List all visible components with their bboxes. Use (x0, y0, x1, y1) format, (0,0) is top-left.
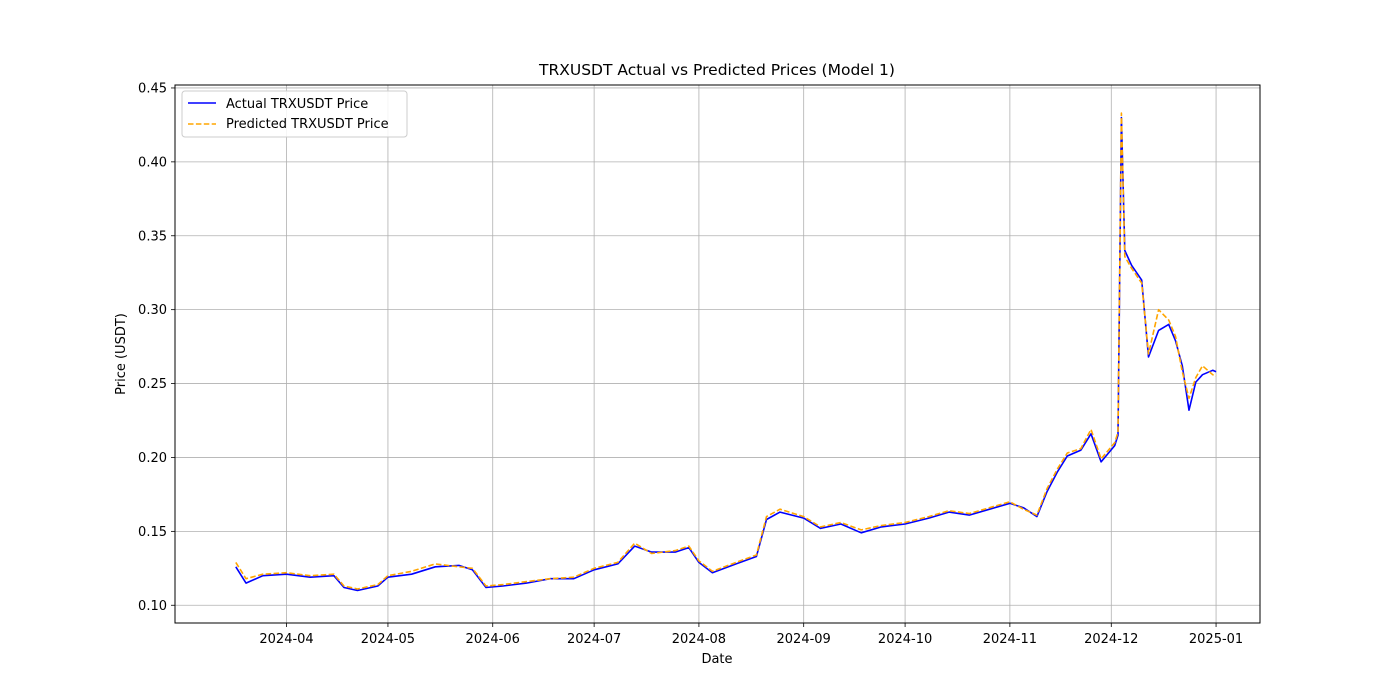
x-tick-label: 2024-05 (361, 632, 415, 647)
y-tick-label: 0.15 (138, 525, 167, 540)
y-axis: 0.10 0.15 0.20 0.25 0.30 0.35 0.40 0.45 (138, 81, 175, 614)
x-tick-label: 2024-10 (878, 632, 932, 647)
x-tick-label: 2024-04 (259, 632, 313, 647)
y-tick-label: 0.25 (138, 377, 167, 392)
y-tick-label: 0.20 (138, 451, 167, 466)
y-axis-label: Price (USDT) (114, 313, 129, 395)
x-tick-label: 2025-01 (1189, 632, 1243, 647)
x-tick-label: 2024-12 (1084, 632, 1138, 647)
x-tick-label: 2024-08 (672, 632, 726, 647)
actual-price-line (235, 116, 1217, 592)
y-tick-label: 0.40 (138, 155, 167, 170)
y-tick-label: 0.45 (138, 81, 167, 96)
x-tick-label: 2024-06 (466, 632, 520, 647)
plot-frame (174, 84, 1261, 624)
x-tick-label: 2024-07 (567, 632, 621, 647)
legend-label-actual: Actual TRXUSDT Price (226, 97, 368, 112)
x-tick-label: 2024-11 (983, 632, 1037, 647)
legend-label-predicted: Predicted TRXUSDT Price (226, 117, 389, 132)
y-tick-label: 0.10 (138, 599, 167, 614)
grid (175, 85, 1260, 623)
y-tick-label: 0.35 (138, 229, 167, 244)
legend: Actual TRXUSDT Price Predicted TRXUSDT P… (181, 90, 408, 138)
y-tick-label: 0.30 (138, 303, 167, 318)
x-axis: 2024-04 2024-05 2024-06 2024-07 2024-08 2024-… (259, 623, 1243, 647)
legend-box (181, 90, 408, 138)
series-layer (235, 112, 1217, 592)
predicted-price-line (235, 112, 1217, 590)
x-tick-label: 2024-09 (777, 632, 831, 647)
x-axis-label: Date (701, 652, 732, 667)
chart-title: TRXUSDT Actual vs Predicted Prices (Mode… (538, 61, 895, 79)
